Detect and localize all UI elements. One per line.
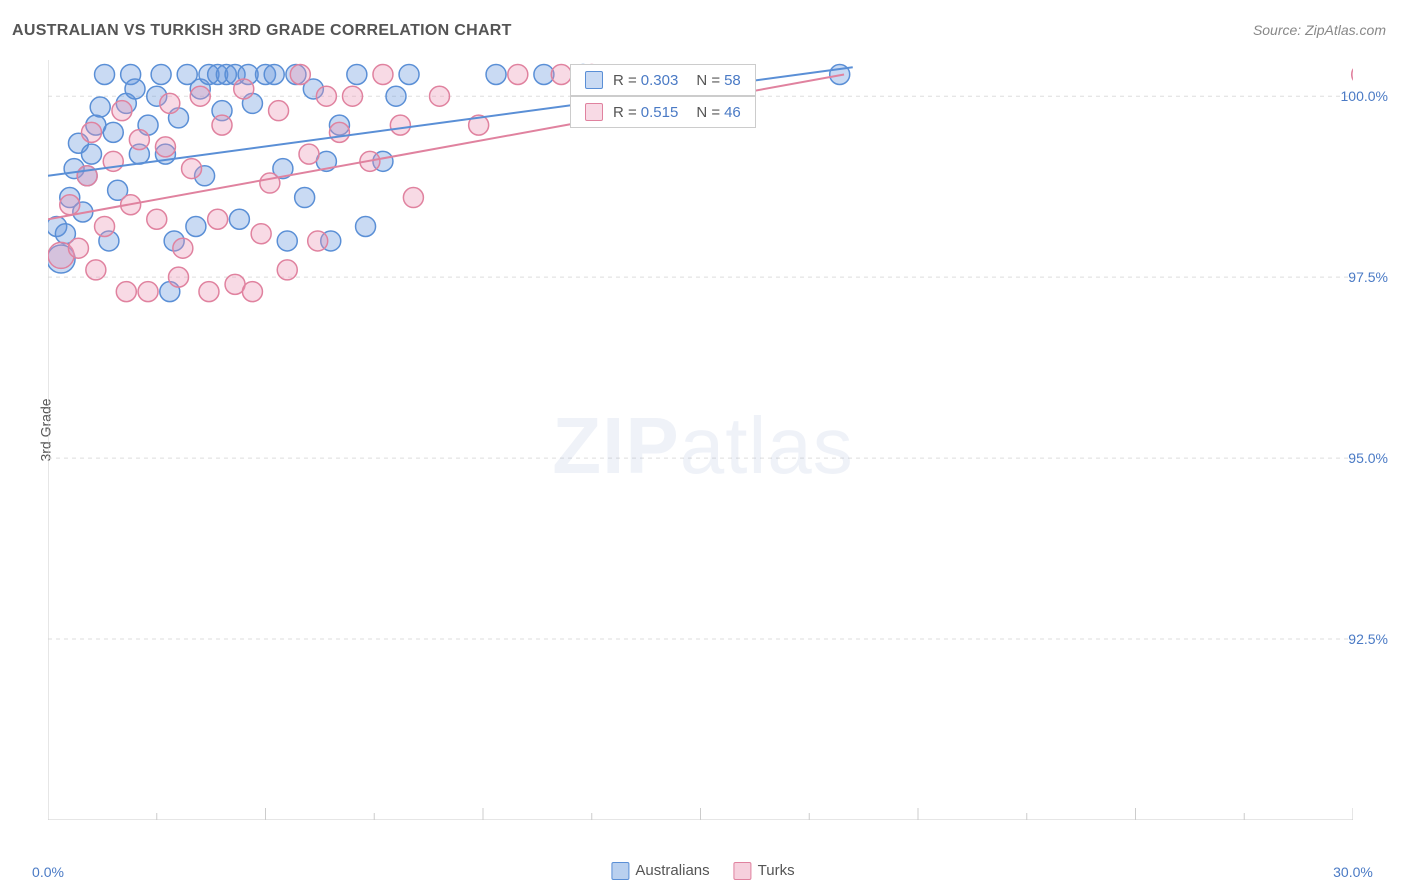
legend-item: Turks	[734, 862, 795, 880]
y-tick-label: 97.5%	[1348, 269, 1388, 285]
y-tick-label: 92.5%	[1348, 631, 1388, 647]
source-label: Source: ZipAtlas.com	[1253, 22, 1386, 38]
legend-swatch	[585, 71, 603, 89]
x-tick-label: 0.0%	[32, 864, 64, 880]
bottom-legend: Australians Turks	[611, 862, 794, 880]
x-tick-label: 30.0%	[1333, 864, 1373, 880]
stat-box: R = 0.303N = 58	[570, 64, 756, 96]
y-tick-label: 100.0%	[1341, 88, 1388, 104]
scatter-plot	[48, 60, 1353, 820]
stat-box: R = 0.515N = 46	[570, 96, 756, 128]
legend-swatch	[585, 103, 603, 121]
y-tick-label: 95.0%	[1348, 450, 1388, 466]
legend-item: Australians	[611, 862, 709, 880]
chart-title: AUSTRALIAN VS TURKISH 3RD GRADE CORRELAT…	[12, 22, 512, 40]
